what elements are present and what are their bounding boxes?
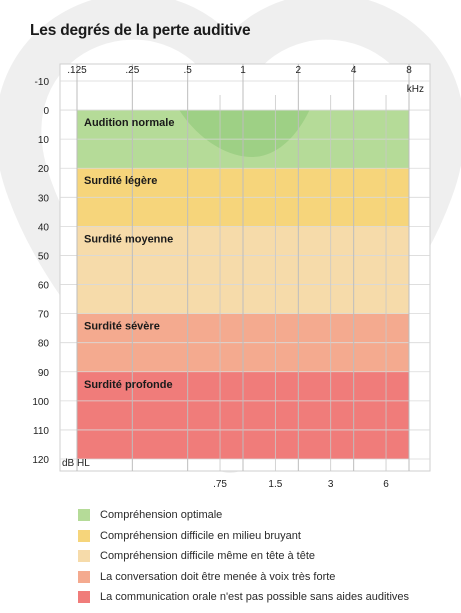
y-tick-11: 100 [32,397,49,408]
y-tick-13: 120 [32,455,49,466]
legend-label-3: La conversation doit être menée à voix t… [100,570,336,583]
x-bottom-tick-0: .75 [213,479,227,490]
legend-label-0: Compréhension optimale [100,509,223,522]
x-top-tick-6: 8 [406,65,412,76]
legend-item-2: Compréhension difficile même en tête à t… [78,546,448,567]
legend-swatch-1 [78,529,90,542]
band-label-3: Surdité sévère [84,321,160,333]
x-top-tick-3: 1 [240,65,246,76]
x-top-tick-2: .5 [183,65,192,76]
x-top-tick-4: 2 [296,65,302,76]
y-tick-1: 0 [43,106,49,117]
x-top-tick-5: 4 [351,65,357,76]
legend-label-2: Compréhension difficile même en tête à t… [100,550,316,563]
legend-label-4: La communication orale n'est pas possibl… [100,591,410,604]
band-label-2: Surdité moyenne [84,233,173,245]
legend-item-0: Compréhension optimale [78,505,448,526]
legend-item-1: Compréhension difficile en milieu bruyan… [78,526,448,547]
x-bottom-tick-1: 1.5 [268,479,282,490]
y-tick-10: 90 [38,368,50,379]
x-unit-label: kHz [407,84,424,95]
legend-swatch-4 [78,591,90,604]
x-bottom-tick-3: 6 [383,479,389,490]
legend-label-1: Compréhension difficile en milieu bruyan… [100,529,301,542]
x-bottom-tick-2: 3 [328,479,334,490]
y-tick-6: 50 [38,251,50,262]
y-tick-7: 60 [38,281,50,292]
y-tick-8: 70 [38,310,50,321]
legend-swatch-3 [78,570,90,583]
legend-item-3: La conversation doit être menée à voix t… [78,567,448,588]
band-label-1: Surdité légère [84,175,157,187]
chart-legend: Compréhension optimale Compréhension diff… [78,505,448,608]
y-tick-2: 10 [38,135,50,146]
y-tick-9: 80 [38,339,50,350]
band-label-4: Surdité profonde [84,379,173,391]
legend-item-4: La communication orale n'est pas possibl… [78,587,448,608]
y-tick-3: 20 [38,164,50,175]
legend-swatch-0 [78,509,90,522]
y-unit-label: dB HL [62,458,90,469]
y-tick-0: -10 [35,77,50,88]
chart-title: Les degrés de la perte auditive [30,22,251,39]
y-tick-5: 40 [38,222,50,233]
x-top-tick-1: .25 [125,65,139,76]
band-label-0: Audition normale [84,117,174,129]
normal-hearing-shape [179,110,310,157]
y-tick-4: 30 [38,193,50,204]
x-top-tick-0: .125 [67,65,87,76]
legend-swatch-2 [78,550,90,563]
y-tick-12: 110 [33,426,49,437]
